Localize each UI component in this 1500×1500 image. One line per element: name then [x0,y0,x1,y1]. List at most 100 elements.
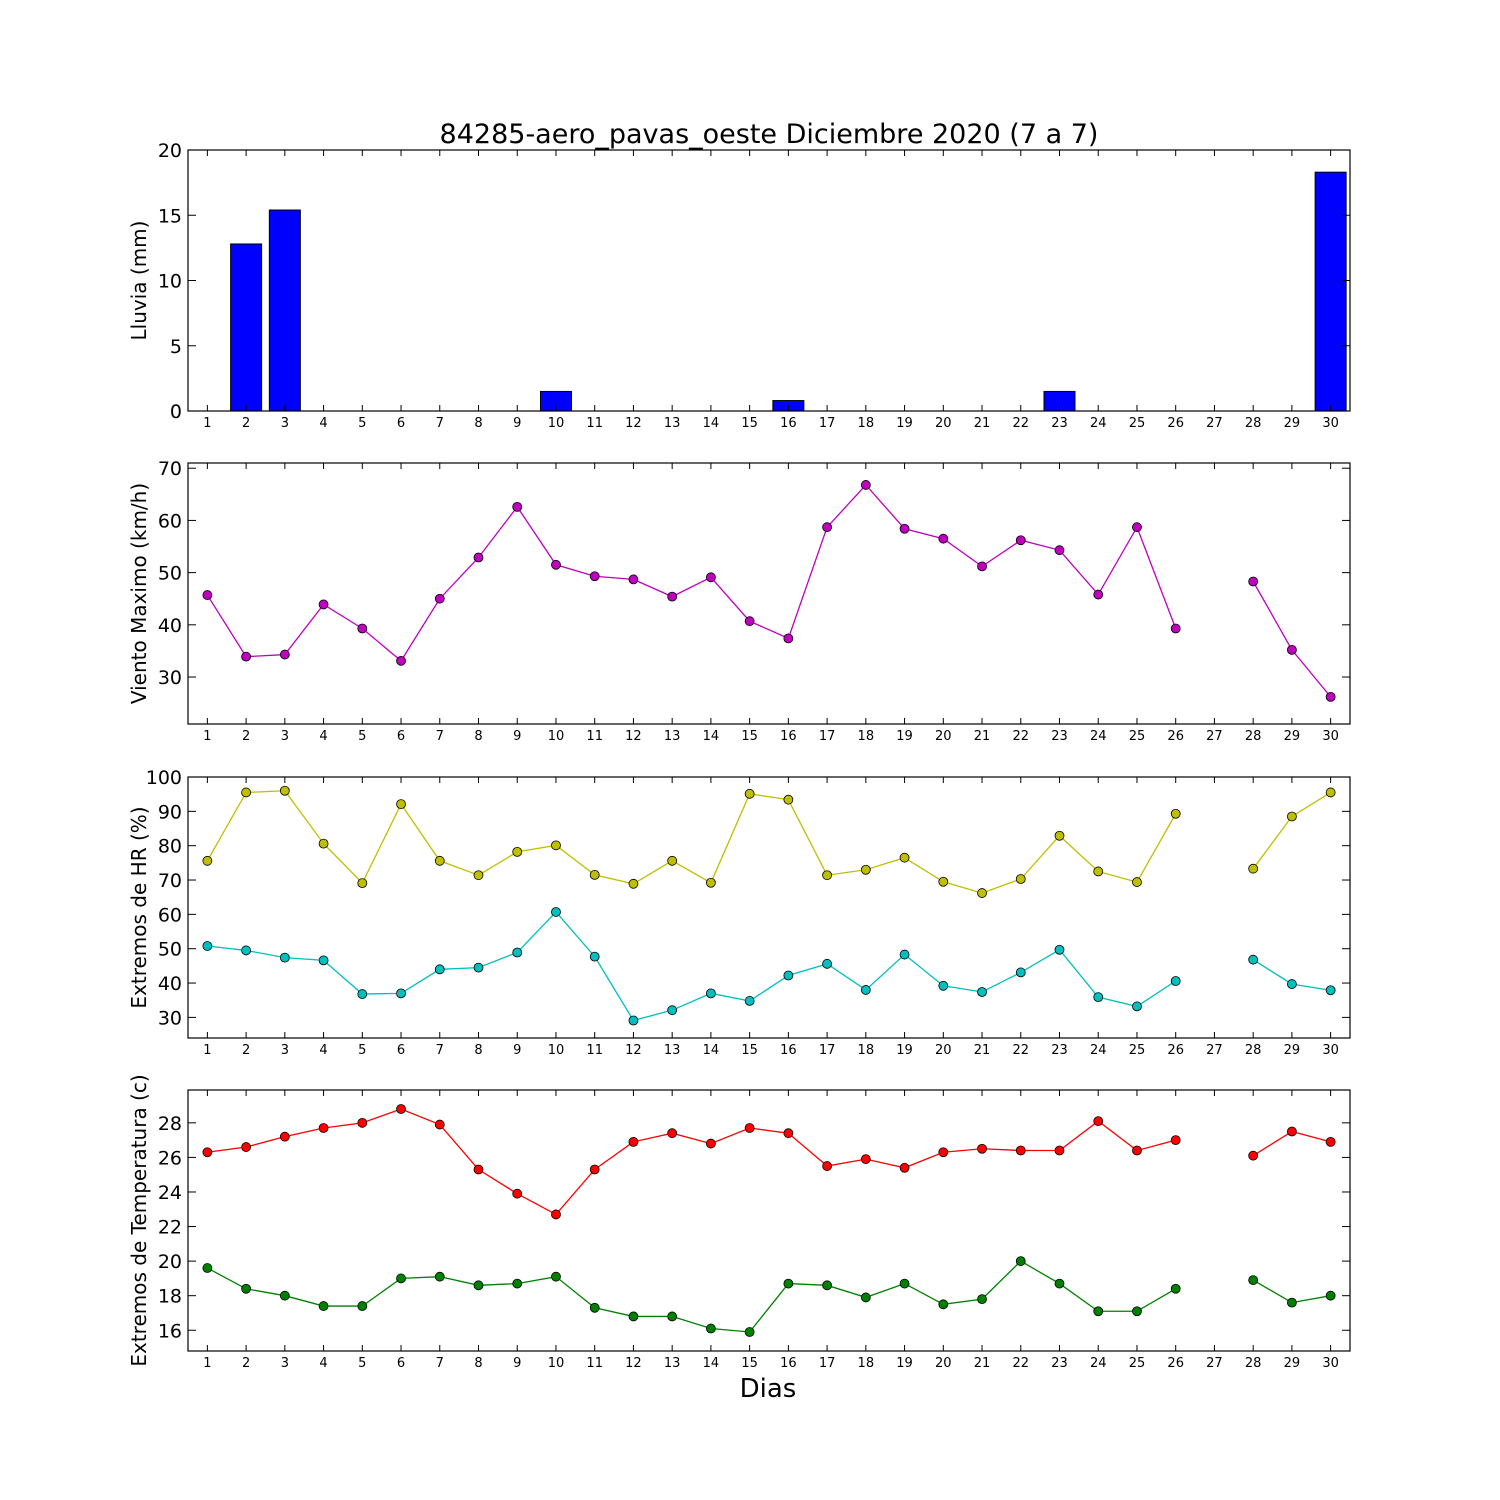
y-tick-label-30: 30 [158,667,182,689]
y-tick-label-15: 15 [158,205,182,227]
x-tick-label-3: 3 [281,416,289,431]
series-2-point-day-28 [1248,954,1259,965]
series-1-point-day-23 [1054,1145,1065,1156]
x-tick-label-22: 22 [1012,1356,1029,1371]
x-tick-label-5: 5 [358,729,366,744]
x-tick-label-5: 5 [358,416,366,431]
x-tick-label-13: 13 [664,1043,681,1058]
series-1-line [207,1108,1176,1216]
series-1-point-day-16 [783,633,794,644]
series-1-point-day-11 [589,1164,600,1175]
series-1-point-day-24 [1093,866,1104,877]
series-1-point-day-9 [512,1188,523,1199]
series-2-point-day-21 [977,1294,987,1305]
series-2-point-day-26 [1170,976,1181,986]
series-2-point-day-22 [1015,967,1026,978]
x-tick-label-19: 19 [896,1356,913,1371]
x-tick-label-28: 28 [1245,1043,1262,1058]
series-2-point-day-10 [551,1271,561,1282]
series-2-point-day-9 [512,1278,523,1289]
bar-day-3 [268,209,301,412]
series-1-point-day-14 [706,1138,716,1149]
y-tick-label-90: 90 [158,801,182,823]
series-1-point-day-2 [241,787,252,798]
x-tick-label-29: 29 [1284,1043,1301,1058]
series-2-point-day-21 [977,987,987,997]
series-2-point-day-11 [589,951,600,962]
series-1-point-day-8 [473,1164,484,1175]
series-2-point-day-13 [667,1005,678,1016]
series-2-point-day-23 [1054,1278,1065,1289]
series-1-point-day-28 [1248,1150,1259,1161]
series-1-point-day-20 [938,533,949,544]
x-tick-label-14: 14 [703,416,720,431]
x-tick-label-23: 23 [1051,729,1068,744]
series-1-point-day-8 [473,870,484,881]
series-1-point-day-25 [1132,1145,1142,1156]
series-1-point-day-23 [1054,545,1065,556]
y-tick-label-40: 40 [158,973,182,995]
series-1-point-day-14 [706,877,716,888]
x-tick-label-11: 11 [586,1356,603,1371]
series-1-point-day-18 [860,480,871,490]
panel-2-y-axis-label: Viento Maximo (km/h) [127,483,151,704]
x-tick-label-7: 7 [436,1356,444,1371]
series-2-point-day-30 [1325,1290,1336,1301]
x-tick-label-29: 29 [1284,1356,1301,1371]
x-tick-label-30: 30 [1322,1043,1339,1058]
series-1-point-day-20 [938,1147,949,1158]
x-tick-label-24: 24 [1090,1356,1107,1371]
y-tick-label-24: 24 [158,1182,182,1204]
series-1-point-day-30 [1325,1136,1336,1147]
series-1-point-day-2 [241,1142,252,1152]
series-1-point-day-17 [822,1161,832,1171]
x-tick-label-4: 4 [319,729,327,744]
series-2-point-day-20 [938,980,949,991]
series-1-point-day-30 [1325,691,1336,702]
series-1-point-day-10 [551,1209,561,1220]
x-tick-label-14: 14 [703,1043,720,1058]
series-1-point-day-6 [396,1104,406,1114]
x-tick-label-1: 1 [203,1043,211,1058]
series-1-point-day-15 [744,788,755,799]
series-1-point-day-13 [667,591,678,602]
series-1-point-day-29 [1287,644,1297,655]
x-tick-label-25: 25 [1129,1356,1146,1371]
x-tick-label-10: 10 [548,416,565,431]
series-1-point-day-22 [1015,1145,1026,1156]
series-1-point-day-9 [512,501,523,512]
panel-4-y-axis-label: Extremos de Temperatura (c) [127,1074,151,1366]
x-tick-label-22: 22 [1012,729,1029,744]
y-tick-label-40: 40 [158,615,182,637]
y-tick-label-20: 20 [158,1251,182,1273]
series-1-point-day-6 [396,799,406,810]
series-1-point-day-19 [899,523,910,534]
x-tick-label-3: 3 [281,1356,289,1371]
x-tick-label-12: 12 [625,1356,642,1371]
series-1-point-day-3 [279,785,290,796]
series-2-point-day-14 [706,988,716,999]
x-tick-label-2: 2 [242,1356,250,1371]
series-1-point-day-15 [744,616,755,627]
series-1-point-day-3 [279,649,290,660]
x-tick-label-17: 17 [819,729,836,744]
series-1-point-day-21 [977,561,987,572]
x-tick-label-14: 14 [703,729,720,744]
series-2-line [207,1260,1177,1333]
x-tick-label-1: 1 [203,1356,211,1371]
series-2-point-day-24 [1093,1306,1104,1317]
x-tick-label-28: 28 [1245,1356,1262,1371]
x-tick-label-11: 11 [586,416,603,431]
x-tick-label-2: 2 [242,416,250,431]
y-tick-label-26: 26 [158,1147,182,1169]
x-tick-label-14: 14 [703,1356,720,1371]
x-tick-label-23: 23 [1051,416,1068,431]
series-2-point-day-3 [279,1290,290,1301]
y-tick-label-60: 60 [158,510,182,532]
series-2-point-day-22 [1015,1256,1026,1267]
x-tick-label-12: 12 [625,416,642,431]
series-1-point-day-7 [434,1119,445,1130]
series-2-line [207,910,1177,1022]
x-tick-label-15: 15 [741,1043,758,1058]
